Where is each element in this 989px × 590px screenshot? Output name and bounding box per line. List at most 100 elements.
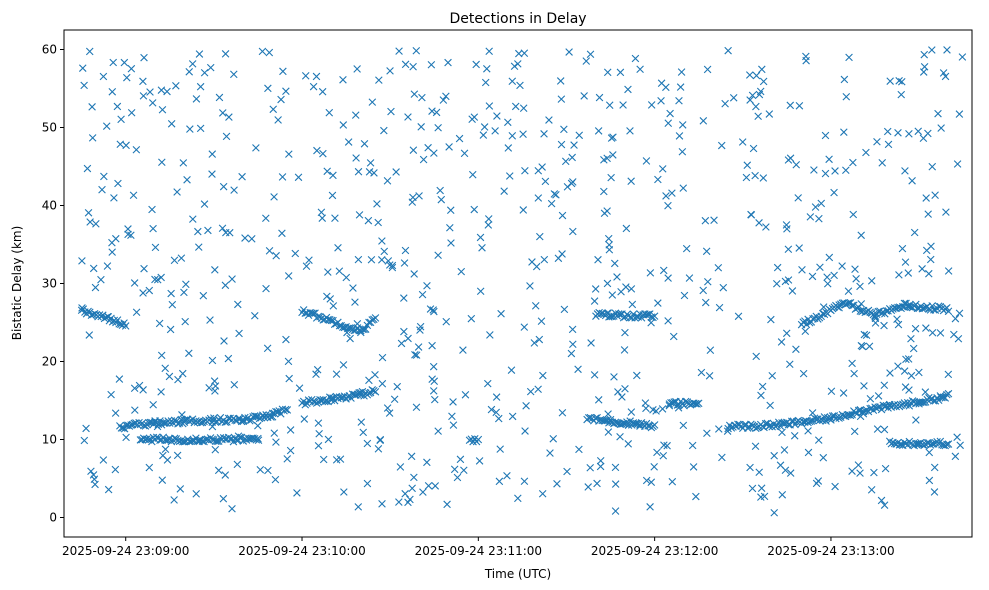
y-tick-label: 0 bbox=[49, 511, 57, 525]
data-point bbox=[611, 507, 620, 515]
data-point bbox=[880, 501, 889, 509]
data-point bbox=[895, 271, 903, 279]
data-point bbox=[752, 102, 760, 111]
data-point bbox=[862, 148, 870, 157]
data-point bbox=[900, 367, 909, 375]
data-point bbox=[262, 214, 270, 223]
data-point bbox=[880, 425, 889, 434]
data-point bbox=[419, 488, 427, 496]
data-point bbox=[159, 418, 168, 427]
data-point bbox=[173, 188, 181, 196]
data-point bbox=[230, 380, 239, 389]
data-point bbox=[295, 384, 304, 392]
data-point bbox=[857, 231, 865, 240]
data-point bbox=[534, 385, 542, 394]
data-point bbox=[815, 214, 823, 223]
data-point bbox=[100, 172, 108, 181]
data-point bbox=[934, 109, 942, 118]
data-point bbox=[206, 63, 215, 72]
chart-title: Detections in Delay bbox=[449, 11, 586, 27]
data-point bbox=[682, 244, 691, 253]
data-point bbox=[594, 255, 602, 264]
data-point bbox=[650, 312, 659, 320]
data-point bbox=[412, 351, 421, 359]
data-point bbox=[383, 177, 392, 185]
data-point bbox=[614, 388, 622, 396]
data-point bbox=[757, 391, 765, 400]
data-point bbox=[144, 418, 153, 427]
data-point bbox=[827, 416, 835, 424]
data-point bbox=[850, 427, 859, 436]
data-point bbox=[204, 226, 212, 235]
data-point bbox=[151, 275, 159, 284]
data-point bbox=[221, 281, 230, 290]
data-point bbox=[848, 410, 856, 419]
data-point bbox=[895, 441, 904, 449]
data-point bbox=[808, 409, 817, 417]
data-point bbox=[694, 399, 703, 408]
data-point bbox=[880, 381, 889, 390]
data-point bbox=[507, 366, 516, 374]
data-point bbox=[902, 355, 910, 364]
data-point bbox=[854, 303, 863, 312]
data-point bbox=[218, 109, 227, 117]
data-point bbox=[626, 127, 634, 135]
data-point bbox=[460, 466, 468, 475]
data-point bbox=[434, 251, 442, 260]
data-point bbox=[928, 46, 936, 54]
data-point bbox=[622, 283, 630, 291]
data-point bbox=[410, 270, 418, 278]
y-tick-label: 20 bbox=[42, 355, 57, 369]
data-point bbox=[194, 243, 203, 251]
data-point bbox=[123, 73, 131, 82]
data-point bbox=[565, 48, 573, 56]
data-point bbox=[721, 99, 729, 108]
data-point bbox=[520, 49, 529, 57]
data-point bbox=[646, 269, 655, 277]
data-point bbox=[200, 68, 209, 77]
data-point bbox=[557, 140, 566, 149]
data-point bbox=[642, 157, 651, 165]
data-point bbox=[703, 65, 712, 74]
data-point bbox=[925, 448, 934, 457]
data-point bbox=[614, 310, 623, 318]
data-point bbox=[442, 92, 450, 101]
data-point bbox=[145, 463, 154, 472]
data-point bbox=[211, 437, 220, 445]
data-point bbox=[274, 116, 282, 124]
data-point bbox=[380, 247, 389, 256]
data-point bbox=[161, 436, 169, 444]
data-point bbox=[282, 87, 290, 95]
data-point bbox=[586, 463, 594, 472]
data-point bbox=[139, 92, 148, 100]
data-point bbox=[423, 458, 431, 467]
data-point bbox=[821, 169, 830, 178]
data-point bbox=[354, 167, 363, 176]
data-point bbox=[153, 275, 162, 284]
data-point bbox=[925, 476, 934, 485]
data-point bbox=[86, 218, 94, 226]
data-point bbox=[664, 274, 672, 282]
data-point bbox=[122, 433, 130, 442]
data-point bbox=[430, 307, 438, 316]
data-point bbox=[208, 170, 216, 178]
data-point bbox=[848, 359, 856, 368]
x-tick-label: 2025-09-24 23:11:00 bbox=[415, 544, 542, 558]
data-point bbox=[174, 375, 182, 384]
data-point bbox=[258, 47, 267, 56]
data-point bbox=[718, 453, 726, 462]
data-point bbox=[729, 93, 738, 102]
data-point bbox=[688, 441, 697, 450]
data-point bbox=[621, 384, 629, 393]
data-point bbox=[78, 64, 87, 72]
data-point bbox=[97, 275, 105, 284]
data-point bbox=[922, 324, 930, 332]
data-point bbox=[357, 418, 366, 426]
data-point bbox=[475, 457, 484, 465]
data-point bbox=[313, 365, 322, 374]
data-point bbox=[332, 370, 341, 378]
data-point bbox=[500, 187, 508, 195]
data-point bbox=[470, 205, 479, 214]
data-point bbox=[239, 417, 248, 426]
data-point bbox=[552, 191, 560, 199]
